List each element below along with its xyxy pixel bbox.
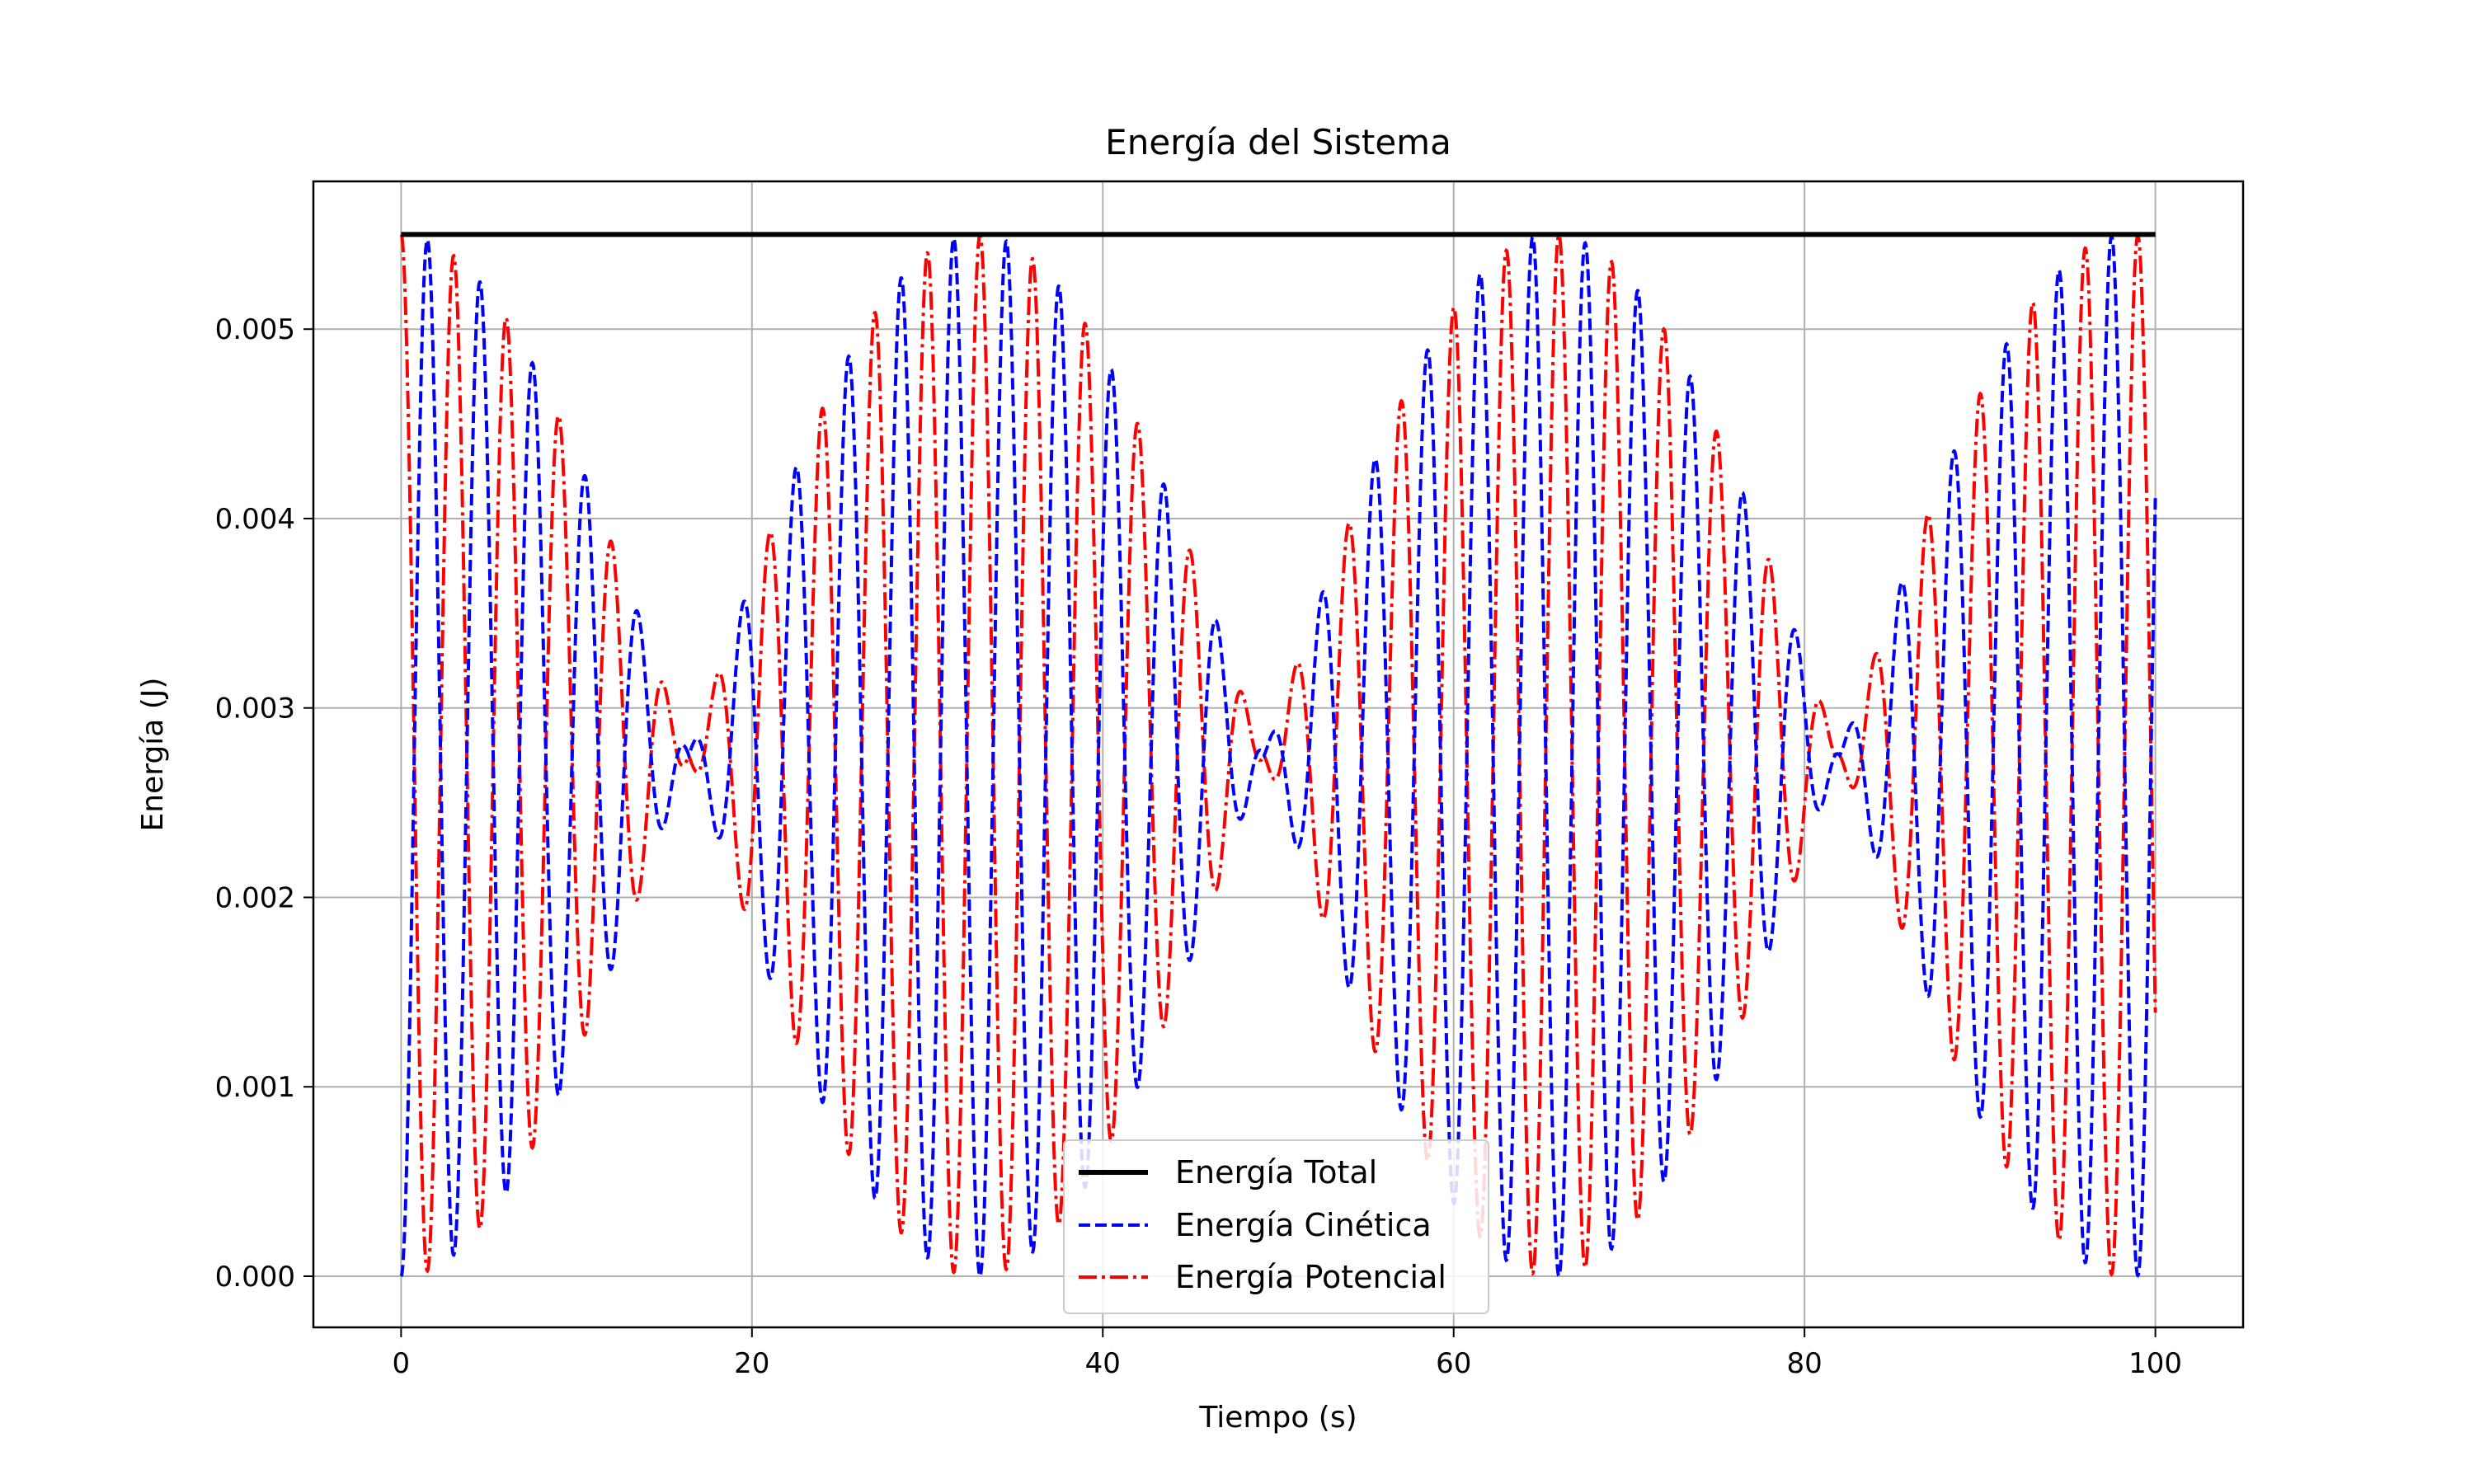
y-tick-label: 0.001: [215, 1071, 295, 1104]
y-axis: 0.000 0.001 0.002 0.003 0.004 0.005: [215, 313, 313, 1294]
legend-label-kinetic: Energía Cinética: [1175, 1207, 1432, 1243]
y-tick-label: 0.005: [215, 313, 295, 346]
x-tick-label: 100: [2128, 1347, 2182, 1380]
legend-label-potential: Energía Potencial: [1175, 1259, 1446, 1295]
x-tick-label: 80: [1787, 1347, 1823, 1380]
series-potential-line: [399, 232, 2157, 1277]
x-tick-label: 60: [1436, 1347, 1471, 1380]
legend: Energía Total Energía Cinética Energía P…: [1063, 1139, 1489, 1314]
y-tick-label: 0.002: [215, 881, 295, 914]
x-axis: 0 20 40 60 80 100: [393, 1327, 2182, 1380]
y-tick-label: 0.004: [215, 503, 295, 536]
plot-frame: [312, 180, 2245, 1329]
x-tick-label: 40: [1085, 1347, 1121, 1380]
y-axis-label: Energía (J): [136, 678, 170, 832]
x-tick-label: 0: [393, 1347, 411, 1380]
x-tick-label: 20: [734, 1347, 769, 1380]
series-layer: [399, 232, 2157, 1280]
chart-title: Energía del Sistema: [1105, 122, 1451, 162]
y-tick-label: 0.003: [215, 693, 295, 726]
x-axis-label: Tiempo (s): [1198, 1401, 1357, 1435]
y-tick-label: 0.000: [215, 1261, 295, 1294]
legend-label-total: Energía Total: [1175, 1154, 1377, 1190]
legend-box: [1063, 1139, 1489, 1314]
series-kinetic-line: [399, 233, 2157, 1280]
grid-lines: [313, 181, 2243, 1327]
